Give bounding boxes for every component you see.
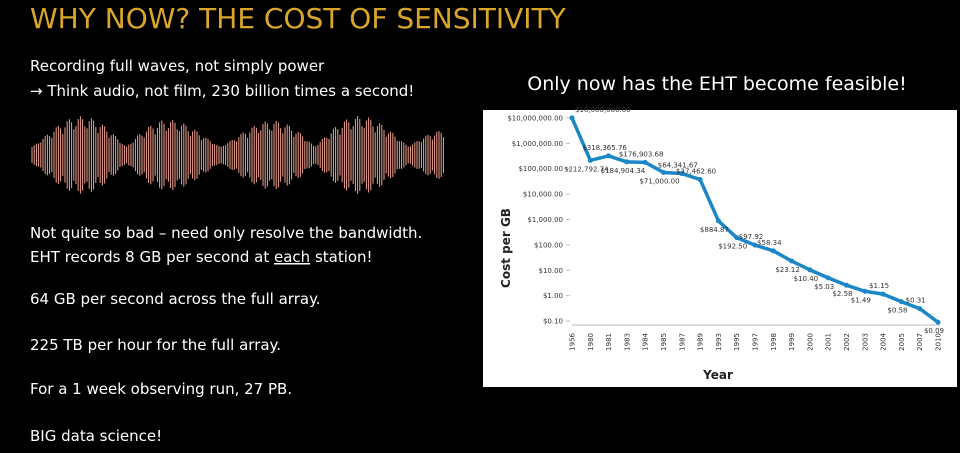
value-label: $184,904.34 bbox=[601, 167, 646, 175]
x-tick-label: 2007 bbox=[916, 333, 924, 351]
x-tick-label: 1985 bbox=[660, 333, 668, 351]
value-label: $64,341.67 bbox=[658, 162, 698, 170]
point bbox=[770, 248, 776, 254]
x-tick-label: 1983 bbox=[623, 333, 631, 351]
x-tick-label: 1997 bbox=[752, 333, 760, 351]
point bbox=[807, 267, 813, 273]
value-label: $0.58 bbox=[887, 307, 907, 315]
y-axis-label: Cost per GB bbox=[499, 208, 513, 288]
point bbox=[697, 177, 703, 183]
x-tick-label: 1984 bbox=[642, 332, 650, 350]
value-label: $10.40 bbox=[794, 275, 819, 283]
point bbox=[898, 299, 904, 305]
value-label: $71,000.00 bbox=[639, 177, 679, 185]
emphasis: each bbox=[274, 248, 310, 266]
point bbox=[752, 242, 758, 248]
intro-line: Recording full waves, not simply power bbox=[30, 57, 325, 75]
chart-background bbox=[483, 110, 957, 387]
value-label: $5.03 bbox=[814, 283, 834, 291]
x-tick-label: 1989 bbox=[697, 333, 705, 351]
value-label: $0.31 bbox=[906, 297, 926, 305]
x-tick-label: 2010 bbox=[935, 333, 943, 351]
point bbox=[789, 258, 795, 264]
point bbox=[606, 153, 612, 159]
y-tick-label: $100.00 bbox=[534, 241, 563, 249]
value-label: $2.58 bbox=[832, 290, 852, 298]
x-tick-label: 1998 bbox=[770, 333, 778, 351]
text-part: EHT records 8 GB per second at bbox=[30, 248, 274, 266]
x-tick-label: 1980 bbox=[587, 333, 595, 351]
x-tick-label: 2003 bbox=[861, 333, 869, 351]
x-tick-label: 1987 bbox=[678, 333, 686, 351]
plot: $0.10 $1.00 $10.00 $100.00 $1,000.00 $10,000.… bbox=[507, 106, 944, 351]
x-tick-label: 1981 bbox=[605, 333, 613, 351]
y-tick-label: $1.00 bbox=[543, 292, 563, 300]
text-line: 64 GB per second across the full array. bbox=[30, 290, 321, 308]
point bbox=[844, 282, 849, 288]
text-line: EHT records 8 GB per second at each stat… bbox=[30, 248, 373, 266]
point bbox=[624, 159, 630, 165]
value-label: $23.12 bbox=[775, 266, 800, 274]
x-tick-label: 1956 bbox=[569, 332, 577, 350]
point bbox=[825, 275, 831, 281]
x-tick-label: 1995 bbox=[733, 333, 741, 351]
point bbox=[880, 291, 886, 297]
value-label: $318,365.76 bbox=[582, 144, 627, 152]
y-tick-label: $10,000,000.00 bbox=[507, 114, 563, 122]
waveform bbox=[31, 116, 444, 194]
x-tick-label: 2001 bbox=[825, 333, 833, 351]
y-tick-label: $10.00 bbox=[539, 267, 564, 275]
text-line: Not quite so bad – need only resolve the… bbox=[30, 224, 422, 242]
text-line: For a 1 week observing run, 27 PB. bbox=[30, 380, 292, 398]
point bbox=[661, 169, 666, 175]
value-label: $1.49 bbox=[851, 296, 871, 304]
x-tick-label: 2002 bbox=[843, 333, 851, 351]
point bbox=[715, 218, 721, 224]
value-label: $58.34 bbox=[757, 239, 782, 247]
y-tick-label: $100,000.00 bbox=[518, 165, 563, 173]
slide-title: WHY NOW? THE COST OF SENSITIVITY bbox=[30, 2, 567, 35]
y-tick-label: $10,000.00 bbox=[523, 191, 563, 199]
x-tick-label: 2004 bbox=[880, 332, 888, 350]
text-line: 225 TB per hour for the full array. bbox=[30, 336, 281, 354]
point bbox=[587, 157, 593, 163]
value-label: $884.87 bbox=[700, 226, 729, 234]
value-label: $192.50 bbox=[718, 243, 747, 251]
value-label: $0.09 bbox=[924, 327, 944, 335]
value-label: $10,000,000.00 bbox=[575, 106, 631, 114]
value-label: $97.92 bbox=[739, 233, 764, 241]
x-tick-label: 1993 bbox=[715, 333, 723, 351]
point bbox=[569, 115, 575, 121]
point bbox=[679, 171, 685, 177]
value-label: $37,462.60 bbox=[676, 168, 716, 176]
x-axis-label: Year bbox=[702, 368, 733, 382]
point bbox=[862, 288, 868, 294]
value-label: $176,903.68 bbox=[619, 150, 664, 158]
chart-heading: Only now has the EHT become feasible! bbox=[527, 73, 907, 95]
point bbox=[734, 235, 740, 241]
value-label: $1.15 bbox=[869, 282, 889, 290]
text-part: station! bbox=[310, 248, 372, 266]
y-tick-label: $1,000,000.00 bbox=[512, 140, 563, 148]
point bbox=[642, 159, 648, 165]
intro-line: → Think audio, not film, 230 billion tim… bbox=[30, 82, 414, 100]
y-tick-label: $0.10 bbox=[543, 318, 563, 326]
value-label: $212,792.74 bbox=[564, 165, 609, 173]
text-line: BIG data science! bbox=[30, 427, 162, 445]
x-tick-label: 2005 bbox=[898, 333, 906, 351]
x-tick-label: 1999 bbox=[788, 333, 796, 351]
x-tick-label: 2000 bbox=[806, 333, 814, 351]
point bbox=[935, 319, 941, 325]
y-tick-label: $1,000.00 bbox=[527, 216, 563, 224]
point bbox=[917, 306, 923, 312]
